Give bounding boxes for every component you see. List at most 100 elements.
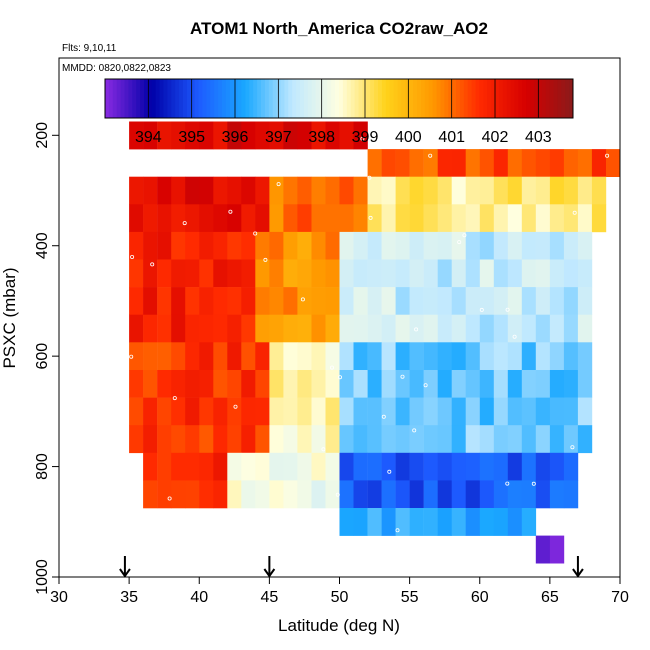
observation-point: [605, 153, 610, 158]
heatmap-cell: [437, 204, 452, 233]
heatmap-cell: [423, 176, 438, 205]
heatmap-cell: [241, 314, 256, 343]
heatmap-cell: [213, 176, 228, 205]
observation-point: [462, 233, 467, 238]
dates-note: MMDD: 0820,0822,0823: [62, 63, 171, 74]
heatmap-cell: [255, 259, 270, 288]
colorbar-segment: [467, 79, 472, 118]
heatmap-cell: [227, 452, 242, 481]
colorbar-segment: [385, 79, 391, 118]
heatmap-cell: [129, 287, 144, 315]
heatmap-cell: [157, 480, 172, 509]
colorbar-segment: [257, 79, 262, 118]
heatmap-cell: [409, 342, 424, 371]
heatmap-cell: [297, 121, 312, 150]
observation-point: [368, 215, 373, 220]
heatmap-cell: [185, 231, 200, 260]
heatmap-cell: [409, 204, 424, 233]
colorbar-segment: [471, 79, 476, 118]
colorbar: 394 395 396 397 398 399 400 401 402 403: [104, 78, 574, 146]
heatmap-cell: [479, 176, 495, 205]
heatmap-cell: [185, 425, 200, 454]
heatmap-cell: [535, 535, 551, 564]
observation-point: [300, 297, 305, 302]
x-tick-label: 50: [331, 589, 349, 606]
heatmap-cell: [381, 480, 396, 509]
heatmap-cell: [521, 370, 537, 398]
heatmap-cell: [521, 287, 537, 315]
heatmap-cell: [199, 370, 214, 398]
heatmap-cell: [563, 231, 579, 260]
colorbar-segment: [323, 79, 328, 118]
colorbar-segment: [452, 79, 457, 118]
heatmap-cell: [493, 452, 509, 481]
heatmap-cell: [171, 231, 186, 260]
colorbar-tick-label: 398: [308, 129, 335, 146]
heatmap-cell: [507, 480, 523, 509]
colorbar-tick-label: 396: [222, 129, 249, 146]
heatmap-cell: [255, 480, 270, 509]
colorbar-segment: [569, 79, 574, 118]
heatmap-cell: [325, 480, 340, 509]
colorbar-segment: [268, 79, 274, 118]
heatmap-cell: [563, 176, 579, 205]
heatmap-cell: [465, 480, 480, 509]
heatmap-cell: [577, 370, 593, 398]
colorbar-segment: [534, 79, 539, 118]
colorbar-segment: [518, 79, 523, 118]
heatmap-cell: [157, 452, 172, 481]
heatmap-cell: [549, 231, 565, 260]
heatmap-cell: [241, 231, 256, 260]
observation-point: [150, 262, 155, 267]
heatmap-cell: [325, 452, 340, 481]
heatmap-cell: [606, 149, 621, 177]
heatmap-cell: [409, 397, 424, 426]
heatmap-cell: [339, 231, 354, 260]
y-tick-label: 800: [34, 453, 51, 480]
heatmap-cell: [297, 397, 312, 426]
heatmap-cell: [367, 259, 382, 288]
colorbar-segment: [284, 79, 289, 118]
heatmap-cell: [549, 204, 565, 233]
heatmap-cell: [185, 397, 200, 426]
colorbar-segment: [120, 79, 125, 118]
heatmap-cell: [143, 452, 158, 481]
heatmap-cell: [423, 425, 438, 454]
heatmap-cell: [577, 231, 593, 260]
heatmap-cell: [269, 480, 284, 509]
heatmap-cell: [395, 342, 410, 371]
heatmap-cell: [437, 259, 452, 288]
heatmap-cell: [381, 314, 396, 343]
colorbar-segment: [346, 79, 352, 118]
y-tick-label: 400: [34, 232, 51, 259]
heatmap-cell: [493, 287, 509, 315]
heatmap-cell: [129, 121, 144, 150]
heatmap-cell: [199, 314, 214, 343]
heatmap-cell: [129, 176, 144, 205]
heatmap-cell: [213, 287, 228, 315]
heatmap-cell: [339, 508, 354, 536]
heatmap-cell: [381, 231, 396, 260]
heatmap-cell: [521, 397, 537, 426]
heatmap-cell: [339, 259, 354, 288]
heatmap-cell: [367, 508, 382, 536]
heatmap-cell: [549, 314, 565, 343]
heatmap-cell: [395, 259, 410, 288]
heatmap-cell: [157, 397, 172, 426]
heatmap-cell: [269, 397, 284, 426]
flight-arrows: [119, 556, 584, 578]
heatmap-cell: [577, 204, 593, 233]
heatmap-cell: [367, 452, 382, 481]
heatmap-cell: [451, 452, 466, 481]
heatmap-cell: [283, 121, 298, 150]
heatmap-cell: [563, 287, 579, 315]
heatmap-cell: [325, 176, 340, 205]
heatmap-cell: [339, 287, 354, 315]
observation-points: [129, 136, 610, 533]
heatmap-cell: [493, 204, 509, 233]
x-axis-label: Latitude (deg N): [278, 616, 400, 635]
heatmap-cell: [381, 508, 396, 536]
heatmap-cell: [563, 452, 579, 481]
heatmap-cell: [283, 370, 298, 398]
heatmap-cell: [549, 535, 565, 564]
